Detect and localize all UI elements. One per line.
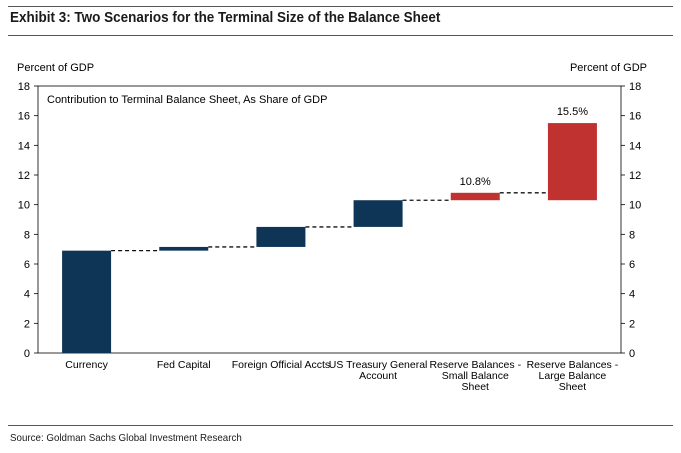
y-axis-label-right: Percent of GDP	[570, 62, 647, 74]
bar	[353, 200, 403, 227]
y-tick-label-left: 2	[24, 318, 30, 330]
y-tick-label-right: 18	[629, 81, 641, 93]
x-tick-label: Reserve Balances -	[527, 359, 619, 371]
x-tick-label: Sheet	[559, 381, 587, 393]
y-tick-label-left: 10	[18, 200, 30, 212]
x-tick-label: Foreign Official Accts	[232, 359, 330, 371]
bar	[450, 192, 500, 201]
y-tick-label-left: 0	[24, 348, 30, 360]
y-tick-label-right: 16	[629, 111, 641, 123]
bar	[547, 123, 597, 201]
y-tick-label-right: 8	[629, 229, 635, 241]
y-axis-label-left: Percent of GDP	[17, 62, 94, 74]
bottom-rule	[8, 425, 673, 426]
x-tick-label: US Treasury General	[329, 359, 428, 371]
plot-area	[37, 85, 622, 354]
x-tick-label: Reserve Balances -	[429, 359, 521, 371]
chart-title: Contribution to Terminal Balance Sheet, …	[47, 94, 327, 106]
chart: Percent of GDP Percent of GDP Contributi…	[17, 62, 647, 393]
exhibit-title: Exhibit 3: Two Scenarios for the Termina…	[10, 10, 441, 26]
y-tick-label-left: 8	[24, 229, 30, 241]
y-tick-label-left: 12	[18, 170, 30, 182]
y-tick-label-right: 6	[629, 259, 635, 271]
y-tick-label-left: 4	[24, 289, 30, 301]
top-rule	[8, 6, 673, 7]
y-tick-label-left: 6	[24, 259, 30, 271]
y-tick-label-left: 16	[18, 111, 30, 123]
x-tick-label: Account	[359, 370, 397, 382]
x-tick-label: Fed Capital	[157, 359, 211, 371]
x-tick-label: Small Balance	[442, 370, 509, 382]
source-note: Source: Goldman Sachs Global Investment …	[10, 432, 242, 444]
y-tick-label-right: 4	[629, 289, 635, 301]
y-tick-label-right: 10	[629, 200, 641, 212]
y-tick-label-left: 18	[18, 81, 30, 93]
y-tick-label-right: 12	[629, 170, 641, 182]
y-tick-label-left: 14	[18, 140, 30, 152]
x-tick-label: Sheet	[462, 381, 490, 393]
data-label: 15.5%	[557, 106, 588, 118]
x-tick-label: Large Balance	[539, 370, 607, 382]
y-tick-label-right: 2	[629, 318, 635, 330]
bar	[62, 250, 112, 353]
y-tick-label-right: 0	[629, 348, 635, 360]
bar	[256, 226, 306, 247]
data-label: 10.8%	[460, 176, 491, 188]
bar	[159, 246, 209, 251]
x-tick-label: Currency	[65, 359, 108, 371]
y-tick-label-right: 14	[629, 140, 641, 152]
title-rule	[8, 35, 673, 36]
